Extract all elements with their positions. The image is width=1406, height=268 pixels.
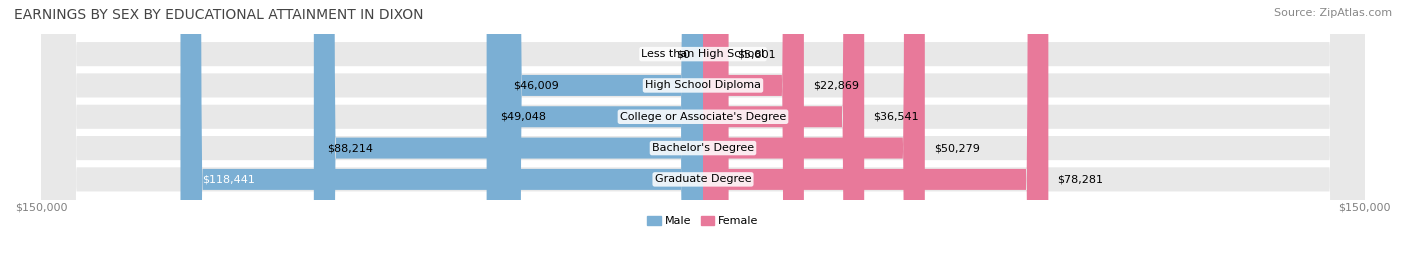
FancyBboxPatch shape (703, 0, 865, 268)
Text: $88,214: $88,214 (328, 143, 373, 153)
Text: Graduate Degree: Graduate Degree (655, 174, 751, 184)
FancyBboxPatch shape (41, 0, 1365, 268)
FancyBboxPatch shape (41, 0, 1365, 268)
FancyBboxPatch shape (501, 0, 703, 268)
Text: $0: $0 (676, 49, 690, 59)
Text: High School Diploma: High School Diploma (645, 80, 761, 90)
Text: $49,048: $49,048 (501, 112, 546, 122)
FancyBboxPatch shape (41, 0, 1365, 268)
Text: $50,279: $50,279 (934, 143, 980, 153)
Text: $78,281: $78,281 (1057, 174, 1104, 184)
FancyBboxPatch shape (703, 0, 728, 268)
Text: $22,869: $22,869 (813, 80, 859, 90)
Text: $46,009: $46,009 (513, 80, 560, 90)
Text: College or Associate's Degree: College or Associate's Degree (620, 112, 786, 122)
FancyBboxPatch shape (703, 0, 1049, 268)
FancyBboxPatch shape (703, 0, 804, 268)
FancyBboxPatch shape (41, 0, 1365, 268)
FancyBboxPatch shape (314, 0, 703, 268)
FancyBboxPatch shape (703, 0, 925, 268)
Text: $118,441: $118,441 (202, 174, 256, 184)
FancyBboxPatch shape (180, 0, 703, 268)
FancyBboxPatch shape (41, 0, 1365, 268)
Text: $36,541: $36,541 (873, 112, 918, 122)
Text: Less than High School: Less than High School (641, 49, 765, 59)
Text: Source: ZipAtlas.com: Source: ZipAtlas.com (1274, 8, 1392, 18)
Text: Bachelor's Degree: Bachelor's Degree (652, 143, 754, 153)
FancyBboxPatch shape (486, 0, 703, 268)
Legend: Male, Female: Male, Female (643, 212, 763, 231)
Text: EARNINGS BY SEX BY EDUCATIONAL ATTAINMENT IN DIXON: EARNINGS BY SEX BY EDUCATIONAL ATTAINMEN… (14, 8, 423, 22)
Text: $5,801: $5,801 (737, 49, 776, 59)
